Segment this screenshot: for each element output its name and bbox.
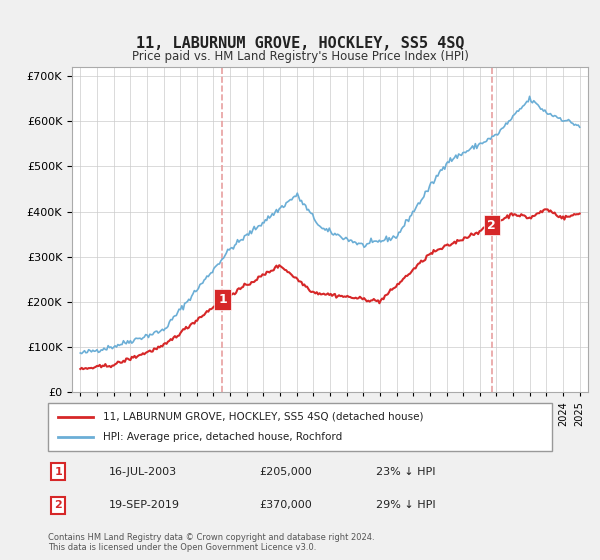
Text: 16-JUL-2003: 16-JUL-2003 xyxy=(109,467,176,477)
Text: 23% ↓ HPI: 23% ↓ HPI xyxy=(376,467,435,477)
Text: 19-SEP-2019: 19-SEP-2019 xyxy=(109,501,179,510)
Text: £370,000: £370,000 xyxy=(260,501,313,510)
FancyBboxPatch shape xyxy=(48,403,552,451)
Text: 11, LABURNUM GROVE, HOCKLEY, SS5 4SQ (detached house): 11, LABURNUM GROVE, HOCKLEY, SS5 4SQ (de… xyxy=(103,412,424,422)
Text: £205,000: £205,000 xyxy=(260,467,313,477)
Text: 2: 2 xyxy=(487,218,496,232)
Text: 29% ↓ HPI: 29% ↓ HPI xyxy=(376,501,435,510)
Text: HPI: Average price, detached house, Rochford: HPI: Average price, detached house, Roch… xyxy=(103,432,343,442)
Text: Contains HM Land Registry data © Crown copyright and database right 2024.: Contains HM Land Registry data © Crown c… xyxy=(48,533,374,542)
Text: This data is licensed under the Open Government Licence v3.0.: This data is licensed under the Open Gov… xyxy=(48,543,316,552)
Text: 11, LABURNUM GROVE, HOCKLEY, SS5 4SQ: 11, LABURNUM GROVE, HOCKLEY, SS5 4SQ xyxy=(136,36,464,52)
Text: 2: 2 xyxy=(54,501,62,510)
Text: 1: 1 xyxy=(218,293,227,306)
Text: Price paid vs. HM Land Registry's House Price Index (HPI): Price paid vs. HM Land Registry's House … xyxy=(131,50,469,63)
Text: 1: 1 xyxy=(54,467,62,477)
